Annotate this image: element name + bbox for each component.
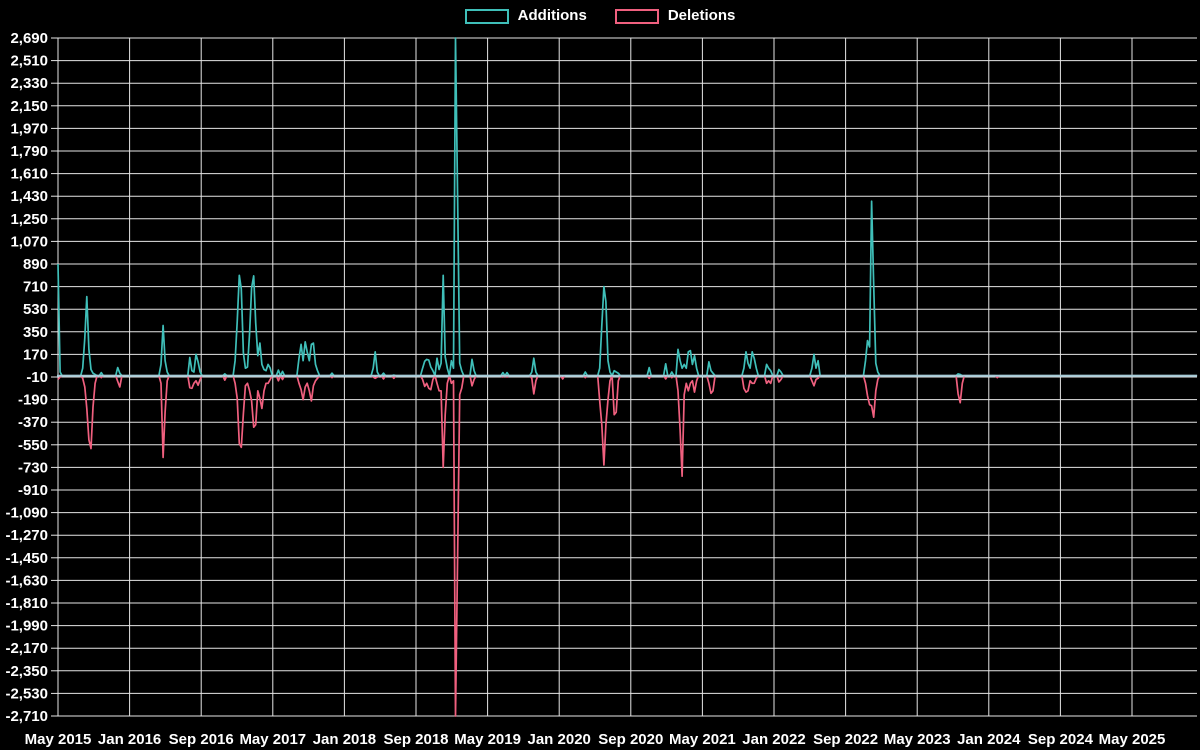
x-tick-label: Jan 2016 — [98, 731, 161, 748]
x-tick-label: May 2015 — [25, 731, 92, 748]
y-tick-label: -2,530 — [5, 685, 48, 702]
chart-legend: Additions Deletions — [0, 7, 1200, 25]
y-tick-label: -1,270 — [5, 527, 48, 544]
y-tick-label: -1,810 — [5, 595, 48, 612]
x-tick-label: Sep 2018 — [383, 731, 448, 748]
y-tick-label: -2,170 — [5, 640, 48, 657]
y-tick-label: 890 — [23, 256, 48, 273]
y-tick-label: 1,610 — [10, 166, 48, 183]
x-tick-label: Jan 2024 — [957, 731, 1021, 748]
x-tick-label: May 2017 — [239, 731, 306, 748]
x-tick-label: May 2025 — [1099, 731, 1166, 748]
y-tick-label: 1,970 — [10, 120, 48, 137]
y-axis-labels: 2,690 2,510 2,330 2,150 1,970 1,790 1,610 1,430… — [5, 30, 57, 725]
x-tick-label: Sep 2020 — [598, 731, 663, 748]
y-tick-label: -370 — [18, 414, 48, 431]
y-tick-label: -1,990 — [5, 618, 48, 635]
y-tick-label: -550 — [18, 437, 48, 454]
x-tick-label: Sep 2022 — [813, 731, 878, 748]
x-tick-label: Sep 2016 — [169, 731, 234, 748]
y-tick-label: -910 — [18, 482, 48, 499]
y-tick-label: -730 — [18, 459, 48, 476]
x-tick-label: May 2019 — [454, 731, 521, 748]
y-tick-label: -1,630 — [5, 572, 48, 589]
y-tick-label: 350 — [23, 324, 48, 341]
y-tick-label: -10 — [26, 369, 48, 386]
x-tick-label: Jan 2018 — [313, 731, 376, 748]
additions-swatch-icon — [464, 8, 509, 24]
legend-item-deletions[interactable]: Deletions — [614, 7, 736, 25]
x-axis-labels: May 2015 Jan 2016 Sep 2016 May 2017 Jan 2018… — [25, 731, 1166, 748]
deletions-swatch-icon — [614, 8, 659, 24]
x-tick-label: May 2023 — [884, 731, 951, 748]
x-tick-label: Jan 2020 — [528, 731, 591, 748]
gridlines — [57, 37, 1197, 717]
y-tick-label: 530 — [23, 301, 48, 318]
y-tick-label: 1,250 — [10, 211, 48, 228]
y-tick-label: 1,790 — [10, 143, 48, 160]
y-tick-label: 2,330 — [10, 75, 48, 92]
y-tick-label: -190 — [18, 392, 48, 409]
x-tick-label: May 2021 — [669, 731, 736, 748]
deletions-legend-label: Deletions — [667, 7, 736, 24]
additions-legend-label: Additions — [517, 7, 587, 24]
additions-line[interactable] — [57, 37, 1198, 377]
y-tick-label: 2,150 — [10, 98, 48, 115]
x-tick-label: Sep 2024 — [1028, 731, 1094, 748]
y-tick-label: 710 — [23, 279, 48, 296]
y-tick-label: -2,710 — [5, 708, 48, 725]
y-tick-label: 1,070 — [10, 233, 48, 250]
y-tick-label: -1,450 — [5, 550, 48, 567]
y-tick-label: 1,430 — [10, 188, 48, 205]
y-tick-label: -2,350 — [5, 663, 48, 680]
x-tick-label: Jan 2022 — [742, 731, 805, 748]
y-tick-label: 2,690 — [10, 30, 48, 47]
y-tick-label: 2,510 — [10, 53, 48, 70]
legend-item-additions[interactable]: Additions — [464, 7, 587, 25]
y-tick-label: 170 — [23, 346, 48, 363]
y-tick-label: -1,090 — [5, 505, 48, 522]
deletions-line[interactable] — [57, 374, 1198, 717]
